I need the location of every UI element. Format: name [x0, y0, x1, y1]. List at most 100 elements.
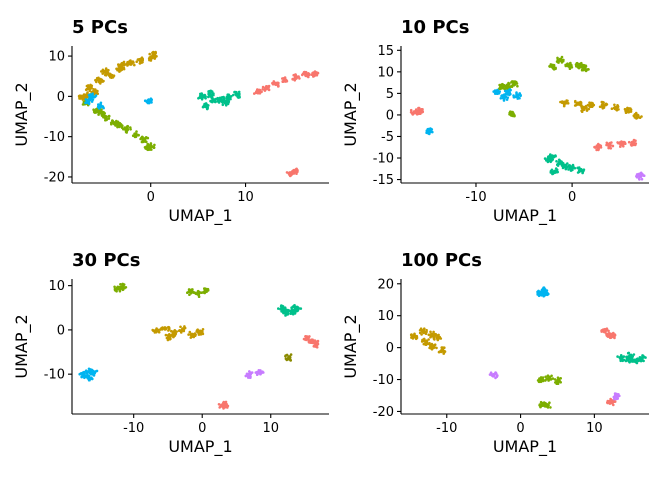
- y-tick-label: 0: [57, 90, 65, 105]
- data-point-jitter: [417, 112, 421, 115]
- data-point-jitter: [312, 75, 315, 78]
- data-point-jitter: [430, 342, 434, 346]
- data-point-jitter: [315, 71, 318, 74]
- data-point-jitter: [619, 145, 622, 148]
- data-point-jitter: [418, 331, 422, 335]
- data-point-jitter: [307, 72, 310, 75]
- data-point-jitter: [78, 372, 81, 376]
- data-point-jitter: [573, 104, 577, 107]
- data-point-jitter: [154, 51, 157, 55]
- data-point-jitter: [417, 106, 420, 110]
- data-point-jitter: [304, 338, 308, 342]
- data-point-jitter: [558, 58, 562, 61]
- data-point-jitter: [193, 334, 197, 338]
- data-point-jitter: [201, 328, 205, 331]
- data-point-jitter: [133, 63, 136, 67]
- data-point-jitter: [297, 306, 300, 310]
- data-point-jitter: [97, 111, 101, 115]
- data-point-jitter: [570, 66, 574, 69]
- data-point-jitter: [512, 94, 515, 97]
- data-point-jitter: [247, 376, 250, 379]
- data-point-jitter: [259, 371, 263, 375]
- data-point-jitter: [146, 136, 150, 140]
- data-point-jitter: [87, 93, 91, 97]
- data-point-jitter: [510, 80, 514, 83]
- data-point-jitter: [570, 168, 574, 172]
- data-point-jitter: [629, 143, 633, 146]
- data-point-jitter: [194, 292, 198, 295]
- data-point-jitter: [174, 330, 177, 334]
- data-point-jitter: [141, 58, 144, 62]
- data-point-jitter: [635, 361, 639, 365]
- data-point-jitter: [632, 353, 636, 356]
- data-point-jitter: [126, 125, 130, 128]
- data-point-jitter: [107, 114, 111, 118]
- data-point-jitter: [95, 80, 98, 84]
- data-point-jitter: [222, 95, 225, 99]
- data-point-jitter: [611, 144, 615, 148]
- data-point-jitter: [608, 335, 611, 339]
- cluster-3: [197, 89, 241, 111]
- data-point-jitter: [601, 329, 605, 333]
- panel-1: 5 PCs -20 -10 0 10 0 10 UMAP_1 UMAP_2: [12, 17, 329, 226]
- panel-3: 30 PCs -10 0 10 -10 0 10 UMAP_1 UMAP_2: [12, 250, 329, 457]
- data-point-jitter: [152, 56, 156, 59]
- data-point-jitter: [150, 56, 153, 59]
- data-point-jitter: [566, 166, 569, 169]
- data-point-jitter: [622, 145, 625, 148]
- data-point-jitter: [510, 85, 514, 88]
- data-point-jitter: [642, 174, 646, 177]
- data-point-jitter: [600, 100, 604, 104]
- y-tick-label: 15: [377, 44, 394, 59]
- data-point-jitter: [568, 67, 572, 70]
- data-point-jitter: [612, 403, 615, 407]
- data-point-jitter: [562, 104, 566, 108]
- data-point-jitter: [196, 290, 200, 293]
- y-tick-label: 5: [386, 87, 394, 102]
- data-point-jitter: [182, 327, 185, 330]
- data-point-jitter: [133, 132, 136, 135]
- data-point-jitter: [610, 107, 614, 110]
- data-point-jitter: [258, 92, 262, 95]
- data-point-jitter: [555, 170, 558, 174]
- data-point-jitter: [148, 58, 151, 62]
- data-point-jitter: [82, 95, 85, 99]
- data-point-jitter: [635, 176, 639, 179]
- data-point-jitter: [170, 333, 173, 337]
- data-point-jitter: [617, 393, 620, 396]
- cluster-5: [536, 374, 562, 409]
- data-point-jitter: [172, 335, 175, 338]
- data-point-jitter: [286, 312, 290, 316]
- data-point-jitter: [155, 55, 158, 58]
- data-point-jitter: [107, 117, 111, 120]
- cluster-2: [536, 286, 550, 298]
- data-point-jitter: [101, 72, 104, 75]
- data-point-jitter: [280, 307, 283, 311]
- data-point-jitter: [165, 336, 169, 340]
- data-point-jitter: [115, 290, 118, 293]
- data-point-jitter: [236, 95, 240, 99]
- data-point-jitter: [515, 91, 518, 94]
- data-point-jitter: [308, 335, 311, 338]
- data-point-jitter: [163, 326, 167, 329]
- data-point-jitter: [549, 406, 552, 409]
- data-point-jitter: [101, 80, 104, 83]
- data-point-jitter: [99, 78, 103, 82]
- data-point-jitter: [284, 314, 287, 317]
- data-point-jitter: [579, 100, 582, 104]
- data-point-jitter: [261, 85, 265, 89]
- data-point-jitter: [224, 104, 228, 107]
- cluster-3: [559, 99, 643, 120]
- cluster-5: [217, 335, 320, 410]
- data-point-jitter: [179, 325, 182, 329]
- data-point-jitter: [580, 61, 583, 65]
- data-point-jitter: [559, 100, 562, 104]
- data-point-jitter: [612, 400, 616, 404]
- data-point-jitter: [105, 115, 108, 118]
- y-tick-label: 10: [377, 309, 394, 324]
- cluster-4: [78, 367, 99, 382]
- data-point-jitter: [277, 307, 280, 310]
- data-point-jitter: [152, 146, 156, 150]
- y-axis-label: UMAP_2: [12, 314, 32, 378]
- data-point-jitter: [559, 381, 562, 384]
